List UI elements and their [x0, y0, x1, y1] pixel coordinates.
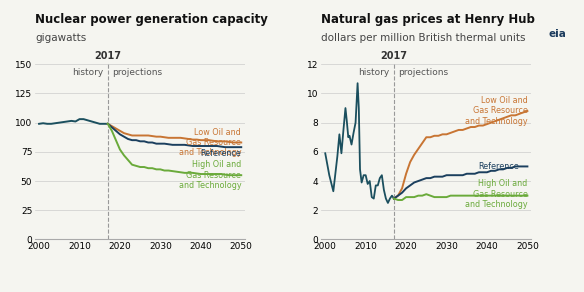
Text: history: history [359, 68, 390, 77]
Text: 2017: 2017 [380, 51, 408, 61]
Text: Low Oil and
Gas Resource
and Technology: Low Oil and Gas Resource and Technology [179, 128, 241, 157]
Text: Natural gas prices at Henry Hub: Natural gas prices at Henry Hub [321, 13, 535, 26]
Text: history: history [72, 68, 103, 77]
Text: Low Oil and
Gas Resource
and Technology: Low Oil and Gas Resource and Technology [465, 96, 527, 126]
Text: projections: projections [112, 68, 162, 77]
Text: eia: eia [548, 29, 566, 39]
Text: Reference: Reference [200, 149, 241, 157]
Text: Nuclear power generation capacity: Nuclear power generation capacity [35, 13, 268, 26]
Text: dollars per million British thermal units: dollars per million British thermal unit… [321, 33, 526, 43]
Text: projections: projections [398, 68, 449, 77]
Text: gigawatts: gigawatts [35, 33, 86, 43]
Text: 2017: 2017 [94, 51, 121, 61]
Text: Reference: Reference [478, 162, 519, 171]
Text: High Oil and
Gas Resource
and Technology: High Oil and Gas Resource and Technology [465, 179, 527, 209]
Text: High Oil and
Gas Resource
and Technology: High Oil and Gas Resource and Technology [179, 160, 241, 190]
